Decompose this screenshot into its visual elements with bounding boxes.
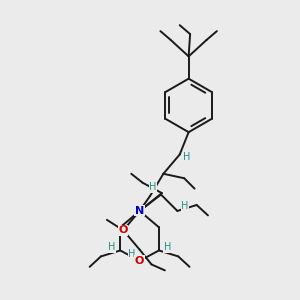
Text: H: H — [149, 182, 157, 192]
Text: H: H — [108, 242, 116, 253]
Text: H: H — [164, 242, 171, 253]
Text: H: H — [128, 249, 136, 259]
Text: N: N — [135, 206, 144, 216]
Text: O: O — [118, 225, 128, 235]
Text: O: O — [135, 256, 144, 266]
Text: H: H — [181, 201, 188, 211]
Text: H: H — [183, 152, 190, 162]
